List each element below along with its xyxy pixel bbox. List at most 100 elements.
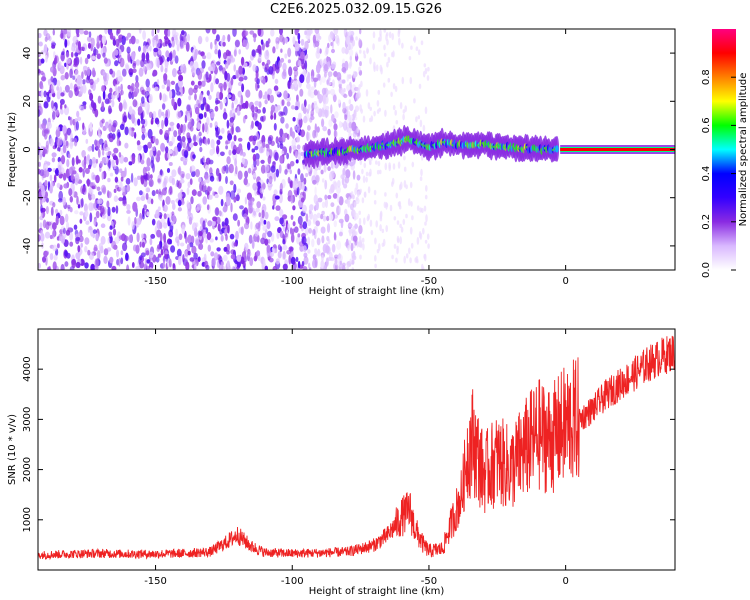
noise-speckle — [74, 210, 79, 215]
noise-speckle — [38, 234, 41, 242]
noise-speckle — [39, 199, 43, 206]
noise-speckle — [233, 183, 237, 193]
noise-speckle — [275, 258, 280, 265]
noise-speckle — [153, 47, 159, 53]
noise-speckle — [228, 149, 232, 156]
noise-speckle — [415, 46, 419, 51]
noise-speckle — [60, 108, 64, 115]
noise-speckle — [314, 257, 318, 268]
y-tick-label: -40 — [22, 238, 33, 254]
noise-speckle — [179, 179, 185, 184]
noise-speckle — [290, 105, 296, 110]
noise-speckle — [293, 74, 297, 82]
noise-speckle — [194, 84, 199, 90]
noise-speckle — [302, 245, 307, 253]
noise-speckle — [120, 176, 124, 182]
noise-speckle — [419, 176, 423, 181]
noise-speckle — [229, 233, 235, 240]
noise-speckle — [374, 237, 377, 245]
noise-speckle — [155, 209, 160, 219]
noise-speckle — [299, 88, 304, 97]
noise-speckle — [52, 29, 55, 36]
noise-speckle — [258, 212, 262, 218]
noise-speckle — [241, 157, 245, 165]
noise-speckle — [145, 44, 150, 53]
noise-speckle — [95, 174, 100, 184]
noise-speckle — [108, 159, 111, 169]
noise-speckle — [138, 45, 141, 52]
noise-speckle — [294, 29, 299, 36]
noise-speckle — [305, 213, 309, 223]
noise-speckle — [69, 241, 74, 247]
noise-speckle — [111, 265, 117, 270]
noise-speckle — [267, 239, 271, 244]
noise-speckle — [137, 106, 143, 114]
noise-speckle — [348, 240, 352, 245]
noise-speckle — [331, 113, 335, 122]
noise-speckle — [355, 182, 359, 191]
noise-speckle — [292, 261, 297, 270]
noise-speckle — [147, 171, 151, 181]
snr-trace — [38, 335, 675, 561]
noise-speckle — [59, 215, 65, 226]
noise-speckle — [78, 104, 82, 110]
noise-speckle — [45, 251, 49, 256]
noise-speckle — [350, 191, 354, 196]
noise-speckle — [407, 198, 411, 207]
noise-speckle — [176, 123, 180, 130]
noise-speckle — [254, 100, 260, 106]
noise-speckle — [183, 160, 188, 166]
noise-speckle — [169, 89, 173, 100]
noise-speckle — [286, 152, 289, 160]
colorbar-tick-label: 0.8 — [701, 69, 712, 85]
noise-speckle — [156, 79, 160, 85]
x-tick-label: -100 — [281, 576, 304, 587]
noise-speckle — [205, 71, 209, 80]
noise-speckle — [282, 239, 286, 245]
noise-speckle — [328, 34, 332, 42]
noise-speckle — [101, 118, 105, 124]
noise-speckle — [409, 226, 413, 235]
colorbar — [712, 29, 736, 270]
noise-speckle — [358, 217, 362, 226]
noise-speckle — [224, 70, 228, 81]
noise-speckle — [307, 219, 312, 227]
noise-speckle — [322, 126, 328, 132]
noise-speckle — [160, 249, 164, 256]
noise-speckle — [178, 74, 184, 82]
noise-speckle — [317, 197, 323, 203]
noise-speckle — [248, 234, 253, 244]
noise-speckle — [320, 169, 324, 175]
noise-speckle — [224, 61, 229, 69]
noise-speckle — [133, 177, 138, 187]
noise-speckle — [139, 255, 143, 261]
noise-speckle — [206, 90, 210, 96]
noise-speckle — [385, 33, 388, 42]
noise-speckle — [424, 253, 427, 262]
noise-speckle — [410, 201, 413, 207]
noise-speckle — [146, 211, 150, 217]
noise-speckle — [356, 174, 361, 181]
colorbar-tick-label: 0.2 — [701, 214, 712, 230]
noise-speckle — [187, 234, 193, 244]
noise-speckle — [183, 35, 187, 46]
noise-speckle — [284, 233, 288, 238]
noise-speckle — [113, 195, 119, 202]
noise-speckle — [155, 38, 161, 49]
noise-speckle — [385, 203, 389, 208]
noise-speckle — [225, 233, 228, 241]
noise-speckle — [157, 178, 161, 183]
noise-speckle — [348, 228, 352, 237]
x-tick-label: -100 — [281, 276, 304, 287]
noise-speckle — [321, 118, 325, 128]
noise-speckle — [260, 159, 265, 164]
noise-speckle — [151, 29, 155, 37]
noise-speckle — [260, 164, 266, 174]
noise-speckle — [118, 197, 124, 202]
noise-speckle — [264, 63, 269, 71]
noise-speckle — [105, 73, 110, 82]
noise-speckle — [390, 91, 393, 98]
noise-speckle — [178, 127, 182, 136]
noise-speckle — [190, 80, 195, 86]
noise-speckle — [248, 204, 254, 214]
